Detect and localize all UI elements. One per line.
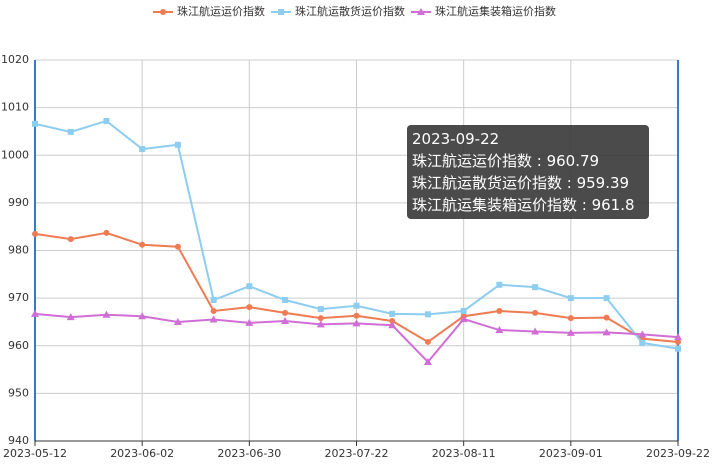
data-point [317,306,324,313]
data-point [389,317,396,324]
data-point [209,315,218,323]
x-tick-label: 2023-07-22 [325,447,389,460]
data-point [67,128,74,135]
data-point [31,309,39,317]
y-tick-label: 1010 [1,101,29,114]
x-tick-label: 2023-05-12 [3,447,67,460]
data-point [675,338,681,345]
tooltip-title: 2023-09-22 [412,130,500,148]
data-point [675,345,681,352]
data-point [173,317,182,325]
data-point [389,310,396,317]
data-point [102,310,111,318]
y-tick-label: 950 [8,386,29,399]
data-point [103,229,110,236]
y-tick-label: 1000 [1,148,29,161]
x-tick-label: 2023-06-02 [110,447,174,460]
data-point [316,320,325,328]
legend-label: 珠江航运散货运价指数 [295,4,405,18]
data-point [566,328,575,336]
x-tick-label: 2023-06-30 [217,447,281,460]
legend-marker [160,9,166,15]
data-point [567,315,574,322]
y-tick-label: 940 [8,434,29,447]
data-point [424,338,431,345]
data-point [532,284,539,291]
data-point [602,328,611,336]
legend-marker [417,8,425,15]
data-point [282,309,289,316]
x-tick-label: 2023-09-01 [539,447,603,460]
x-tick-label: 2023-08-11 [432,447,496,460]
data-point [138,312,147,320]
data-point [66,313,75,321]
data-point [639,339,646,346]
data-point [246,304,253,311]
y-tick-label: 990 [8,196,29,209]
data-point [567,295,574,302]
legend-label: 珠江航运运价指数 [177,4,265,18]
tooltip-row: 珠江航运散货运价指数 : 959.39 [412,174,630,192]
data-point [388,321,397,329]
data-point [282,297,289,304]
data-point [210,297,217,304]
legend-label: 珠江航运集装箱运价指数 [435,4,556,18]
data-point [531,327,540,335]
tooltip: 2023-09-22 珠江航运运价指数 : 960.79 珠江航运散货运价指数 … [407,125,649,219]
y-tick-label: 960 [8,339,29,352]
y-tick-label: 1020 [1,53,29,66]
data-point [281,316,290,324]
y-tick-label: 970 [8,291,29,304]
legend-marker [278,9,284,15]
data-point [532,309,539,316]
data-point [423,357,432,365]
data-point [496,281,503,288]
data-point [353,312,360,319]
data-point [174,243,181,250]
data-point [246,283,253,290]
data-point [603,295,610,302]
data-point [603,314,610,321]
data-point [317,315,324,322]
data-point [67,236,74,243]
data-point [32,120,38,127]
data-point [32,230,38,237]
x-tick-label: 2023-09-22 [646,447,710,460]
data-point [174,141,181,148]
data-point [103,117,110,124]
data-point [353,302,360,309]
data-point [139,241,146,248]
tooltip-row: 珠江航运运价指数 : 960.79 [412,152,600,170]
data-point [424,311,431,318]
tooltip-row: 珠江航运集装箱运价指数 : 961.8 [412,196,635,214]
y-tick-label: 980 [8,244,29,257]
data-point [638,330,647,338]
data-point [460,307,467,314]
data-point [459,315,468,323]
data-point [496,307,503,314]
data-point [674,333,682,341]
data-point [210,307,217,314]
data-point [495,326,504,334]
data-point [139,146,146,153]
data-point [352,319,361,327]
data-point [245,318,254,326]
